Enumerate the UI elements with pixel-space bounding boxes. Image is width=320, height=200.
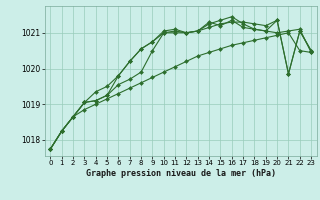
X-axis label: Graphe pression niveau de la mer (hPa): Graphe pression niveau de la mer (hPa) — [86, 169, 276, 178]
